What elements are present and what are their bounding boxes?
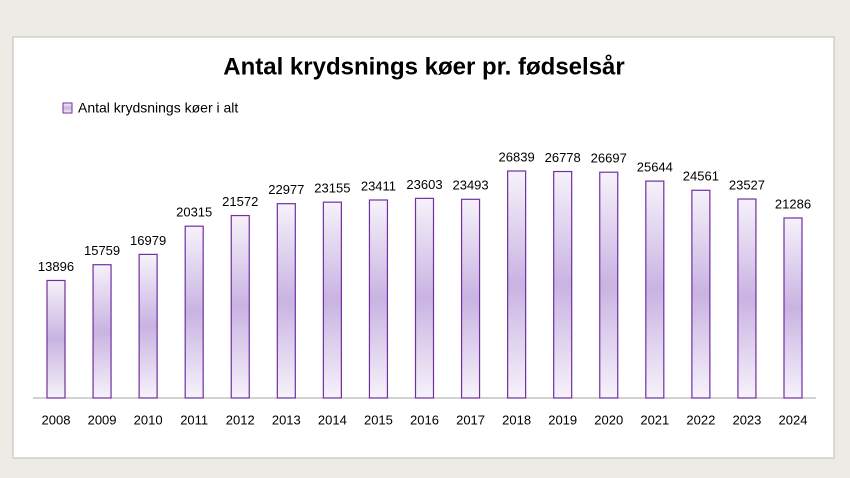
chart-title: Antal krydsnings køer pr. fødselsår bbox=[223, 53, 624, 80]
bar bbox=[368, 199, 389, 399]
x-tick-label: 2016 bbox=[410, 412, 439, 427]
legend-swatch bbox=[62, 102, 73, 114]
bar bbox=[783, 217, 803, 399]
data-label: 23493 bbox=[452, 178, 488, 193]
bar bbox=[138, 253, 158, 399]
bar bbox=[276, 203, 296, 399]
legend-label: Antal krydsnings køer i alt bbox=[78, 100, 238, 116]
bar bbox=[553, 170, 573, 399]
bar bbox=[737, 198, 757, 399]
data-label: 24561 bbox=[683, 169, 719, 184]
data-label: 13896 bbox=[38, 259, 74, 274]
bar bbox=[599, 171, 619, 399]
data-label: 26778 bbox=[545, 150, 581, 165]
x-tick-label: 2019 bbox=[548, 412, 577, 427]
bar bbox=[230, 214, 250, 399]
x-tick-label: 2015 bbox=[364, 412, 393, 427]
data-label: 21286 bbox=[775, 196, 811, 211]
bar bbox=[184, 225, 204, 399]
x-tick-label: 2010 bbox=[134, 412, 163, 427]
x-tick-label: 2023 bbox=[732, 412, 761, 427]
x-tick-label: 2021 bbox=[640, 412, 669, 427]
bar bbox=[46, 279, 66, 399]
data-label: 21572 bbox=[222, 194, 258, 209]
x-tick-label: 2020 bbox=[594, 412, 623, 427]
data-label: 16979 bbox=[130, 233, 166, 248]
bar bbox=[460, 198, 481, 399]
data-label: 23603 bbox=[406, 177, 442, 192]
x-tick-label: 2011 bbox=[180, 412, 208, 427]
x-tick-label: 2022 bbox=[686, 412, 715, 427]
data-label: 23411 bbox=[361, 178, 396, 193]
data-label: 23155 bbox=[314, 181, 350, 196]
bar bbox=[507, 170, 527, 399]
data-label: 15759 bbox=[84, 243, 120, 258]
data-label: 23527 bbox=[729, 177, 765, 192]
bar bbox=[691, 189, 711, 399]
x-tick-label: 2024 bbox=[779, 412, 808, 427]
data-label: 25644 bbox=[637, 160, 673, 175]
x-tick-label: 2008 bbox=[42, 412, 71, 427]
bar bbox=[414, 197, 435, 399]
bar bbox=[645, 180, 665, 399]
x-tick-label: 2009 bbox=[88, 412, 117, 427]
bar bbox=[92, 264, 112, 399]
x-tick-label: 2014 bbox=[318, 412, 347, 427]
x-tick-label: 2012 bbox=[226, 412, 255, 427]
data-label: 26697 bbox=[591, 151, 627, 166]
data-label: 22977 bbox=[268, 182, 304, 197]
data-label: 26839 bbox=[499, 149, 535, 164]
x-tick-label: 2018 bbox=[502, 412, 531, 427]
x-tick-label: 2013 bbox=[272, 412, 301, 427]
data-label: 20315 bbox=[176, 205, 212, 220]
x-tick-label: 2017 bbox=[456, 412, 485, 427]
bar bbox=[322, 201, 342, 399]
